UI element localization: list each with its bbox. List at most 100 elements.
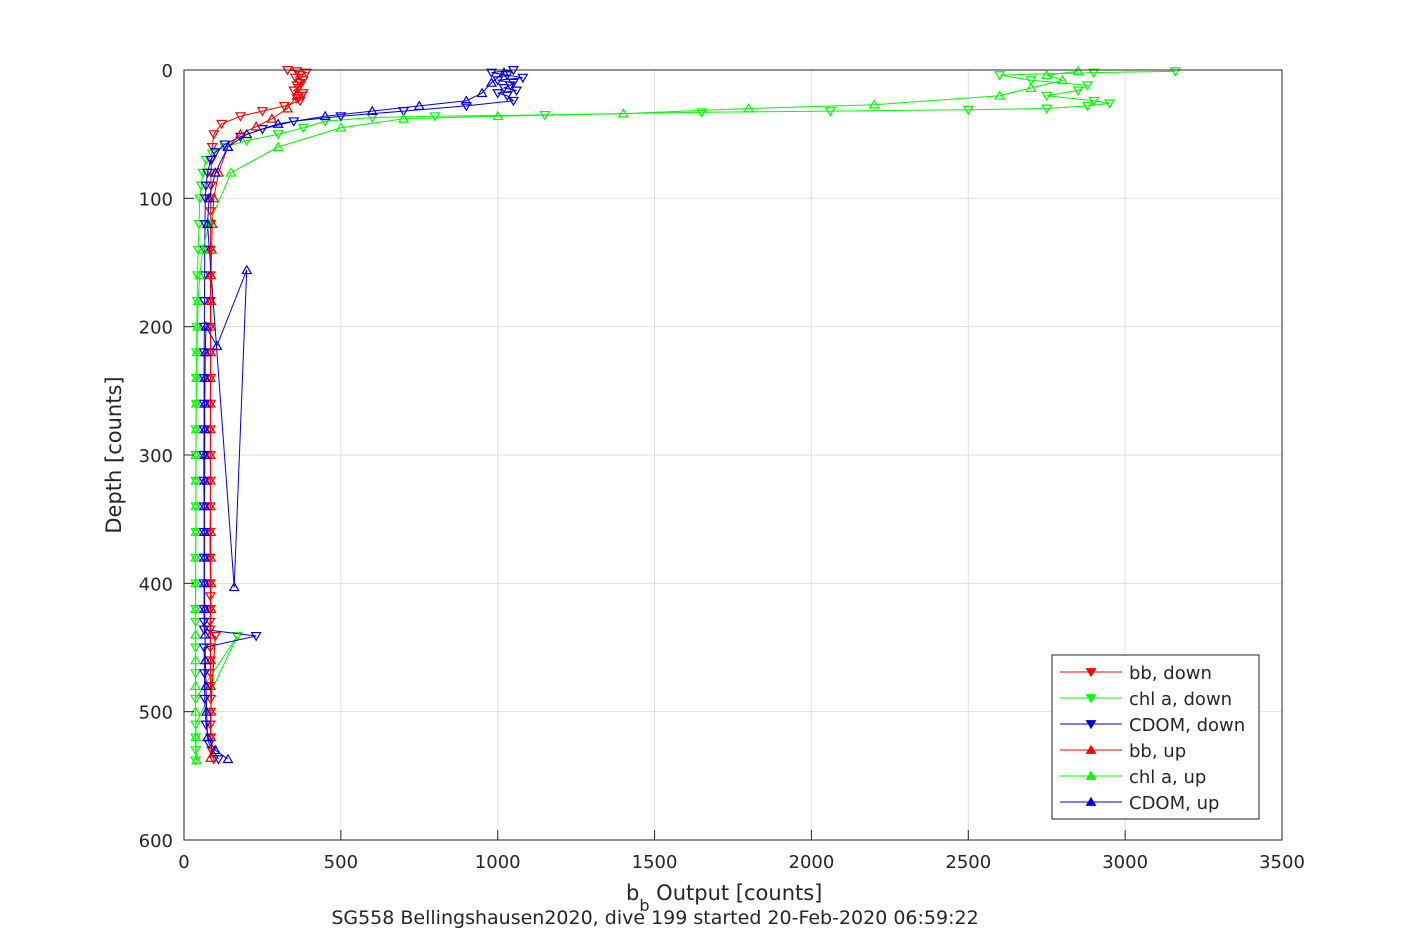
data-point [192, 295, 204, 305]
data-point [294, 71, 306, 81]
data-point [335, 112, 347, 122]
data-point [198, 500, 210, 511]
data-point [241, 128, 253, 139]
data-point [868, 99, 880, 109]
data-point [190, 654, 202, 665]
data-point [501, 91, 513, 102]
data-point [197, 244, 209, 254]
data-point [413, 100, 425, 110]
data-point [190, 500, 202, 511]
data-point [485, 68, 497, 79]
data-point [190, 746, 202, 756]
x-axis-title-rest: Output [counts] [650, 881, 823, 905]
data-point [190, 680, 202, 690]
data-point [962, 105, 974, 116]
data-point [194, 269, 206, 280]
x-tick-label: 0 [178, 852, 189, 873]
data-point [1103, 99, 1116, 109]
data-point [190, 398, 202, 408]
data-point [1081, 81, 1094, 91]
data-point [498, 83, 510, 94]
y-axis-title: Depth [counts] [102, 376, 126, 533]
x-tick-label: 2000 [789, 852, 835, 873]
data-point [198, 526, 210, 536]
data-point [201, 168, 214, 179]
data-point [294, 78, 306, 89]
x-tick-label: 2500 [945, 852, 991, 873]
data-point [199, 423, 211, 434]
legend-label: CDOM, up [1129, 793, 1219, 814]
legend-marker [1085, 796, 1097, 806]
data-point [335, 122, 347, 132]
legend-marker [1085, 720, 1097, 730]
x-tick-label: 1500 [632, 852, 678, 873]
y-tick-label: 100 [139, 189, 173, 210]
data-point [204, 398, 216, 408]
series-5 [198, 67, 510, 764]
data-point [281, 103, 294, 113]
data-point [1088, 96, 1100, 107]
data-point [199, 194, 211, 204]
data-point [1041, 91, 1053, 102]
data-point [1056, 74, 1068, 85]
legend-item: bb, up [1060, 741, 1186, 762]
data-point [198, 625, 210, 635]
data-point [272, 130, 284, 140]
data-point [216, 119, 228, 130]
data-point [205, 269, 217, 280]
data-point [204, 500, 216, 511]
data-point [198, 348, 210, 358]
data-point [485, 77, 497, 87]
data-point [204, 372, 216, 382]
x-axis-title-base: b [626, 881, 639, 905]
data-point [291, 90, 303, 100]
data-point [292, 83, 305, 94]
data-point [517, 73, 529, 84]
data-point [1081, 101, 1094, 112]
data-point [198, 297, 210, 307]
data-point [297, 76, 309, 86]
data-point [492, 110, 504, 121]
legend-label: CDOM, down [1129, 715, 1245, 736]
data-point [199, 475, 211, 485]
data-point [205, 155, 217, 166]
data-point [250, 121, 262, 131]
data-point [1088, 68, 1100, 79]
x-tick-label: 3000 [1102, 852, 1148, 873]
data-point [743, 103, 755, 113]
data-point [222, 753, 234, 764]
data-point [201, 218, 214, 228]
y-tick-label: 500 [139, 703, 173, 724]
data-point [1041, 69, 1053, 80]
data-point [1169, 67, 1181, 77]
x-axis-title: bb Output [counts] [626, 881, 822, 915]
data-point [199, 654, 211, 665]
data-point [191, 346, 203, 357]
x-axis-title-subscript: b [639, 896, 649, 915]
data-point [507, 96, 519, 107]
figure-caption: SG558 Bellingshausen2020, dive 199 start… [331, 907, 978, 929]
data-point [205, 654, 217, 665]
data-point [204, 423, 216, 434]
legend-item: CDOM, up [1060, 793, 1219, 814]
y-tick-label: 400 [139, 574, 173, 595]
data-point [492, 89, 504, 99]
data-point [211, 340, 223, 350]
data-point [209, 744, 221, 755]
data-point [198, 617, 210, 628]
data-point [1072, 86, 1084, 96]
data-point [200, 321, 212, 331]
data-point [272, 118, 284, 128]
data-point [190, 754, 203, 765]
data-point [190, 372, 203, 382]
data-point [203, 192, 215, 203]
data-point [198, 643, 210, 653]
legend-item: CDOM, down [1060, 715, 1245, 736]
data-point [200, 720, 212, 730]
data-point [231, 631, 243, 642]
data-point [209, 631, 221, 642]
series-line [203, 72, 505, 760]
data-point [201, 731, 214, 742]
data-point [199, 694, 211, 705]
